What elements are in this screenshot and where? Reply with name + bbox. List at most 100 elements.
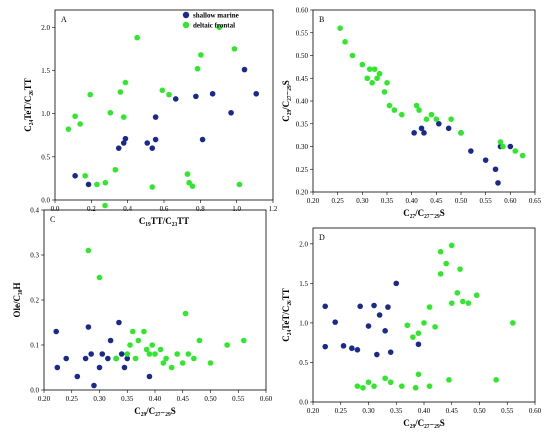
data-point xyxy=(349,52,356,59)
x-tick-label: 0.65 xyxy=(529,197,542,205)
x-tick-label: 0.45 xyxy=(430,197,443,205)
data-point xyxy=(241,66,248,73)
data-point xyxy=(216,24,223,31)
x-tick-label: 0.45 xyxy=(446,407,459,415)
data-point xyxy=(416,107,422,113)
x-tick-label: 0.60 xyxy=(529,407,542,415)
data-point xyxy=(415,330,422,336)
data-point xyxy=(415,371,422,378)
data-point xyxy=(386,102,393,109)
data-point xyxy=(166,91,172,98)
data-point xyxy=(107,337,114,344)
data-point xyxy=(365,323,372,329)
x-tick-label: 0.20 xyxy=(307,197,320,205)
data-point xyxy=(366,66,373,72)
x-tick-label: 0.20 xyxy=(307,407,320,415)
x-tick-label: 0.35 xyxy=(381,197,394,205)
data-point xyxy=(149,342,156,348)
x-tick-label: 0.0 xyxy=(51,205,60,213)
x-axis-label: C₁₉TT/C₂₃TT xyxy=(139,216,189,226)
data-point xyxy=(371,383,377,389)
data-point xyxy=(382,328,388,334)
data-point xyxy=(88,351,94,357)
panel-letter: D xyxy=(319,233,325,242)
series-shallow-marine xyxy=(322,280,422,358)
y-tick-label: 0.30 xyxy=(296,143,309,151)
y-axis-label: Ole/C₃₀H xyxy=(12,283,22,318)
data-point xyxy=(152,351,158,357)
y-tick-label: 0.5 xyxy=(299,359,308,367)
data-point xyxy=(77,121,83,127)
data-point xyxy=(115,145,122,151)
data-point xyxy=(437,271,444,277)
legend: shallow marine deltaic frontal xyxy=(182,12,239,30)
data-point xyxy=(146,351,153,357)
data-point xyxy=(322,303,329,310)
data-point xyxy=(124,351,131,357)
data-point xyxy=(399,111,405,118)
data-point xyxy=(63,355,69,362)
data-point xyxy=(152,114,159,120)
data-point xyxy=(458,130,464,136)
data-point xyxy=(519,152,526,159)
data-point xyxy=(53,328,60,335)
data-point xyxy=(497,139,504,145)
data-point xyxy=(241,337,247,344)
data-point xyxy=(493,377,499,383)
x-tick-label: 0.30 xyxy=(356,197,369,205)
data-point xyxy=(371,66,378,72)
x-tick-label: 0.35 xyxy=(121,395,134,403)
data-point xyxy=(465,300,472,306)
data-point xyxy=(387,349,394,355)
x-tick-label: 1.2 xyxy=(269,205,278,213)
data-point xyxy=(437,248,444,255)
plot-frame xyxy=(43,209,267,391)
data-point xyxy=(445,125,452,132)
data-point xyxy=(94,181,100,188)
data-point xyxy=(236,181,243,188)
plot-frame xyxy=(312,9,536,193)
data-point xyxy=(196,337,203,344)
data-point xyxy=(54,364,61,371)
y-tick-label: 0.2 xyxy=(30,297,39,305)
data-point xyxy=(85,247,92,254)
data-point xyxy=(360,384,366,391)
data-point xyxy=(421,130,427,136)
data-point xyxy=(87,91,94,98)
plot-frame xyxy=(312,227,536,403)
data-point xyxy=(412,384,419,391)
legend-label-shallow-marine: shallow marine xyxy=(193,12,239,20)
data-point xyxy=(448,116,454,122)
data-point xyxy=(391,107,398,113)
y-tick-label: 0.1 xyxy=(30,342,39,350)
series-deltaic-frontal xyxy=(65,24,243,190)
data-point xyxy=(399,383,405,389)
x-tick-label: 0.25 xyxy=(332,197,345,205)
data-point xyxy=(199,136,206,143)
x-tick-label: 0.40 xyxy=(406,197,419,205)
x-tick-label: 0.25 xyxy=(66,395,79,403)
data-point xyxy=(482,157,489,163)
data-point xyxy=(384,80,390,86)
data-point xyxy=(359,61,366,68)
data-point xyxy=(415,341,422,348)
y-axis-label: C₂₄TeT/C₂₆TT xyxy=(23,78,33,131)
data-point xyxy=(85,324,92,330)
data-point xyxy=(102,202,108,209)
panel-letter: A xyxy=(61,15,67,24)
x-tick-label: 0.20 xyxy=(38,395,51,403)
data-point xyxy=(337,25,343,32)
data-point xyxy=(376,312,383,318)
data-point xyxy=(374,351,380,358)
data-point xyxy=(134,34,140,41)
data-point xyxy=(72,173,78,179)
data-point xyxy=(120,114,127,120)
data-point xyxy=(426,304,433,310)
data-point xyxy=(436,120,442,127)
data-point xyxy=(428,111,435,118)
data-point xyxy=(228,109,234,116)
data-point xyxy=(96,274,103,281)
data-point xyxy=(418,125,425,132)
data-point xyxy=(342,39,348,45)
